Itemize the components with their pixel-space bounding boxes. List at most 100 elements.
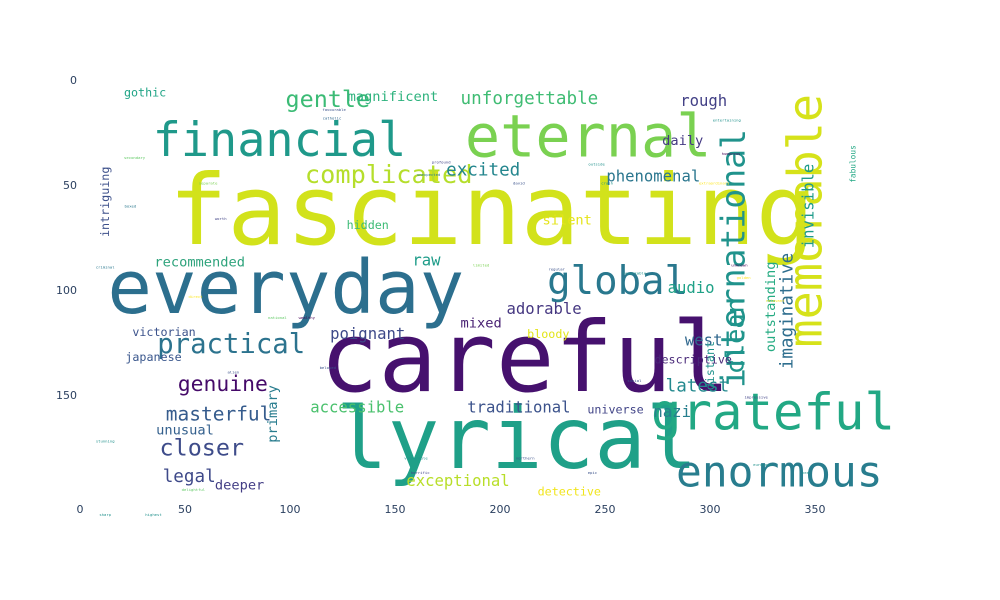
word-adorable: adorable: [507, 300, 582, 318]
word-direct: direct: [188, 294, 202, 299]
x-tick-label: 150: [385, 503, 406, 516]
word-descriptive: descriptive: [654, 352, 731, 366]
word-imaginative: imaginative: [778, 253, 798, 370]
word-extraordinary: extraordinary: [699, 180, 730, 185]
plot-background: [80, 80, 920, 500]
word-alien: alien: [227, 369, 239, 374]
word-international: international: [714, 129, 753, 388]
word-traditional: traditional: [467, 399, 570, 417]
word-magnificent: magnificent: [348, 89, 439, 105]
word-secondary: secondary: [124, 155, 146, 160]
word-poignant: poignant: [330, 325, 405, 343]
x-tick-label: 100: [280, 503, 301, 516]
word-relevant: relevant: [766, 298, 785, 303]
word-primary: primary: [265, 385, 281, 443]
word-careful: careful: [320, 300, 731, 414]
word-sharp: sharp: [99, 512, 111, 517]
y-axis-ticks: 0 50 100 150: [56, 74, 77, 402]
y-tick-label: 0: [70, 74, 77, 87]
x-tick-label: 300: [700, 503, 721, 516]
x-tick-label: 50: [178, 503, 192, 516]
word-fabulous: fabulous: [848, 145, 857, 183]
word-national: national: [268, 315, 287, 320]
word-phenomenal: phenomenal: [606, 168, 700, 186]
x-tick-label: 200: [490, 503, 511, 516]
x-tick-label: 250: [595, 503, 616, 516]
word-grateful: grateful: [651, 382, 895, 441]
word-latest: latest: [666, 377, 730, 397]
word-bloody: bloody: [527, 327, 569, 341]
word-outstanding: outstanding: [763, 261, 779, 352]
word-deeper: deeper: [215, 477, 264, 493]
word-daily: daily: [662, 133, 703, 149]
word-accessible: accessible: [310, 399, 404, 417]
x-axis-ticks: 0 50 100 150 200 250 300 350: [77, 503, 826, 516]
word-genuine: genuine: [178, 372, 268, 397]
word-remarkable: remarkable: [623, 271, 647, 276]
word-wealthy: wealthy: [299, 315, 316, 320]
word-distant: distant: [703, 341, 717, 390]
word-japanese: japanese: [125, 350, 181, 364]
word-epic: epic: [588, 470, 598, 475]
word-global: global: [547, 259, 688, 304]
y-tick-label: 50: [63, 179, 77, 192]
word-unforgettable: unforgettable: [461, 89, 599, 109]
word-highest: highest: [145, 512, 161, 517]
x-tick-label: 0: [77, 503, 84, 516]
word-golden: golden: [737, 275, 751, 280]
word-rough: rough: [680, 92, 727, 110]
word-criminal: criminal: [96, 264, 115, 269]
word-clean: clean: [721, 298, 750, 374]
word-exceptional: exceptional: [406, 472, 509, 490]
word-crash: crash: [601, 180, 613, 185]
word-masterful: masterful: [166, 402, 272, 425]
word-near: near: [802, 470, 812, 475]
word-recommended: recommended: [154, 255, 245, 271]
y-tick-label: 100: [56, 284, 77, 297]
word-unexpected: unexpected: [417, 172, 440, 177]
word-mixed: mixed: [460, 316, 501, 332]
word-fascinating: fascinating: [169, 153, 815, 267]
word-beloved: beloved: [320, 365, 336, 370]
word-victorian: victorian: [132, 325, 195, 339]
word-lyrical: lyrical: [336, 389, 698, 489]
word-silent: silent: [542, 213, 591, 229]
word-impressive: impressive: [744, 395, 768, 400]
word-boxed: boxed: [125, 204, 137, 209]
word-eternal: eternal: [465, 103, 712, 171]
word-european: european: [753, 462, 772, 467]
word-regular: regular: [548, 267, 565, 272]
y-tick-label: 150: [56, 389, 77, 402]
word-catholic: catholic: [323, 115, 342, 120]
word-hidden: hidden: [347, 218, 389, 232]
word-favourable: favourable: [322, 107, 346, 112]
word-gentle: gentle: [286, 85, 371, 113]
word-nazi: nazi: [653, 403, 691, 421]
word-gothic: gothic: [124, 86, 166, 100]
word-david: david: [513, 180, 525, 185]
word-stunning: stunning: [96, 439, 115, 444]
word-profound: profound: [432, 159, 451, 164]
word-detective: detective: [538, 485, 601, 499]
word-social: social: [627, 378, 641, 383]
word-excited: excited: [446, 160, 520, 180]
word-financial: financial: [153, 114, 407, 168]
word-outside: outside: [588, 162, 605, 167]
word-unusual: unusual: [156, 423, 214, 439]
word-separate: separate: [199, 180, 218, 185]
word-intriguing: intriguing: [98, 167, 112, 237]
word-closer: closer: [160, 434, 245, 462]
word-invisible: invisible: [800, 164, 818, 249]
word-limited: limited: [473, 262, 489, 267]
x-tick-label: 350: [805, 503, 826, 516]
word-raw: raw: [412, 252, 441, 270]
word-humorous: humorous: [722, 151, 741, 156]
word-memorable: memorable: [780, 94, 834, 348]
word-entertaining: entertaining: [713, 117, 741, 122]
word-vulnerable: vulnerable: [404, 456, 428, 461]
word-legal: legal: [163, 467, 216, 487]
word-everyday: everyday: [107, 245, 464, 331]
word-delightful: delightful: [182, 487, 205, 492]
